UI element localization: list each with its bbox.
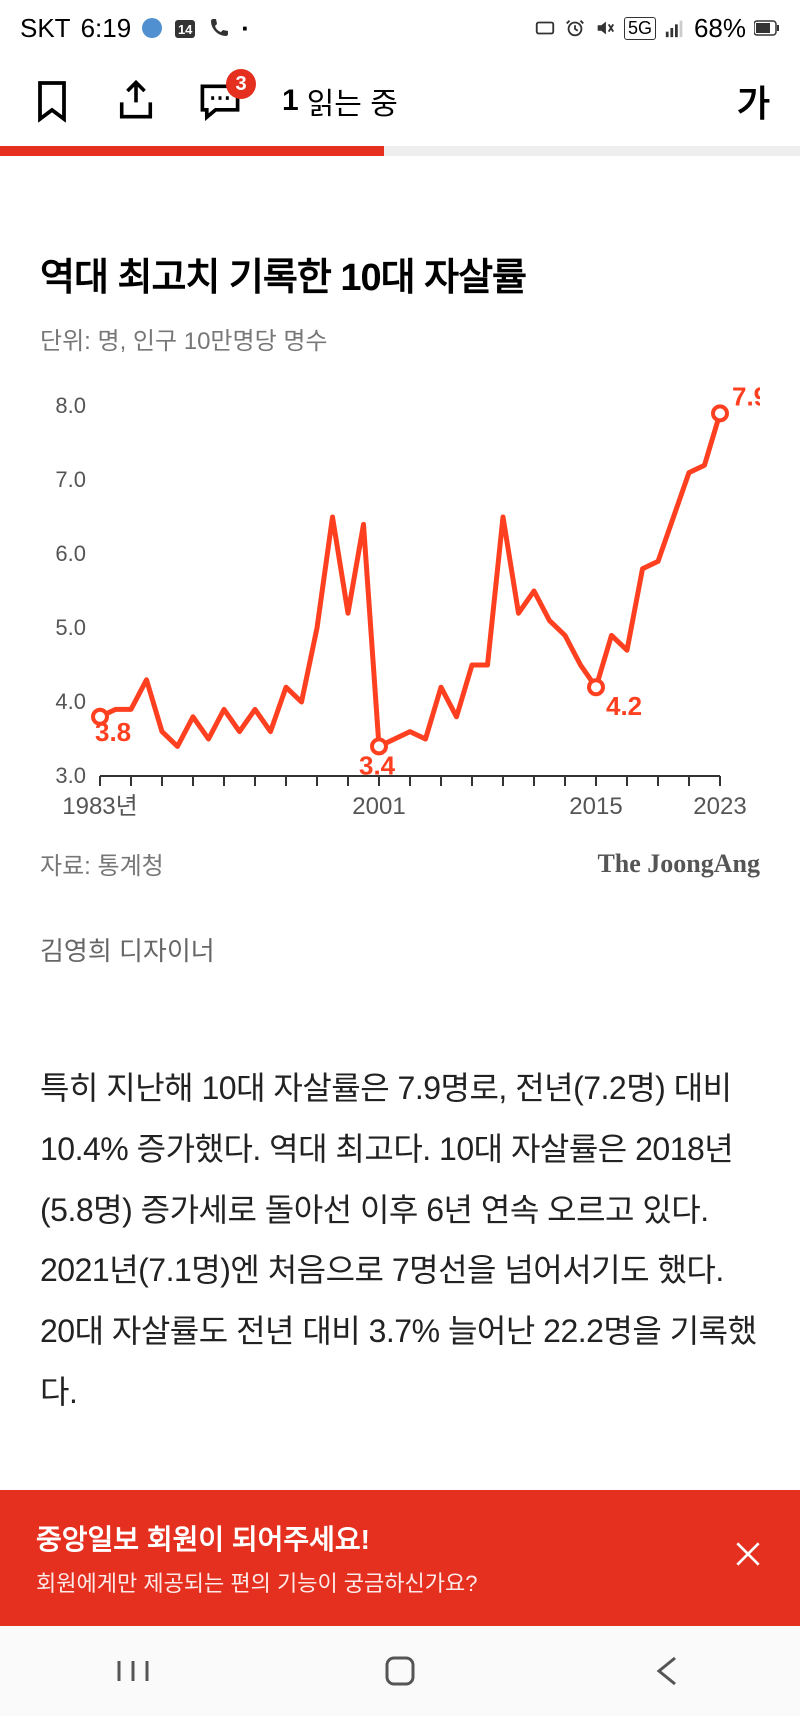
svg-text:5.0: 5.0	[55, 615, 86, 640]
status-bar: SKT 6:19 14 · 5G 68%	[0, 0, 800, 56]
comment-button[interactable]: 3	[198, 79, 242, 123]
banner-close-button[interactable]	[732, 1537, 764, 1579]
svg-text:8.0: 8.0	[55, 393, 86, 418]
banner-text: 중앙일보 회원이 되어주세요! 회원에게만 제공되는 편의 기능이 궁금하신가요…	[36, 1518, 478, 1598]
chart-source: 자료: 통계청	[40, 846, 164, 881]
calendar-badge: 14	[173, 22, 197, 37]
mute-icon	[594, 17, 616, 39]
chart-caption: 김영희 디자이너	[40, 931, 760, 968]
joongang-logo: The JoongAng	[597, 849, 760, 879]
chart-footer: 자료: 통계청 The JoongAng	[40, 846, 760, 881]
svg-text:3.0: 3.0	[55, 763, 86, 788]
card-icon	[534, 17, 556, 39]
battery-label: 68%	[694, 13, 746, 44]
svg-text:1983년: 1983년	[62, 793, 137, 820]
app-icon	[141, 17, 163, 39]
svg-text:2015: 2015	[569, 793, 622, 820]
signup-banner[interactable]: 중앙일보 회원이 되어주세요! 회원에게만 제공되는 편의 기능이 궁금하신가요…	[0, 1490, 800, 1626]
network-label: 5G	[624, 17, 656, 40]
reading-label: 읽는 중	[307, 79, 398, 123]
reading-progress-fill	[0, 146, 384, 156]
svg-text:2023: 2023	[693, 793, 746, 820]
calendar-icon: 14	[173, 16, 197, 40]
svg-text:2001: 2001	[352, 793, 405, 820]
font-size-button[interactable]: 가	[737, 75, 770, 127]
alarm-icon	[564, 17, 586, 39]
line-chart: 3.0 4.0 5.0 6.0 7.0 8.0 1983년 2001 2015 2023 3.8 3.…	[40, 386, 760, 826]
phone-icon	[207, 16, 231, 40]
svg-text:3.8: 3.8	[95, 717, 131, 747]
svg-text:7.9: 7.9	[732, 386, 760, 411]
chart-subtitle: 단위: 명, 인구 10만명당 명수	[40, 321, 760, 356]
reading-indicator: 1 읽는 중	[282, 79, 398, 123]
svg-text:7.0: 7.0	[55, 467, 86, 492]
signal-icon	[664, 17, 686, 39]
system-navbar	[0, 1626, 800, 1716]
status-right: 5G 68%	[534, 13, 780, 44]
carrier: SKT	[20, 13, 71, 44]
article-toolbar: 3 1 읽는 중 가	[0, 56, 800, 146]
comment-count-badge: 3	[226, 69, 256, 99]
battery-icon	[754, 20, 780, 36]
chart-area: 3.0 4.0 5.0 6.0 7.0 8.0 1983년 2001 2015 2023 3.8 3.…	[40, 386, 760, 826]
banner-subtitle: 회원에게만 제공되는 편의 기능이 궁금하신가요?	[36, 1566, 478, 1598]
svg-text:3.4: 3.4	[359, 750, 396, 780]
reading-count: 1	[282, 84, 299, 118]
share-button[interactable]	[114, 79, 158, 123]
recents-button[interactable]	[113, 1651, 153, 1691]
status-left: SKT 6:19 14 ·	[20, 13, 250, 44]
reading-progress	[0, 146, 800, 156]
chart-section: 역대 최고치 기록한 10대 자살률 단위: 명, 인구 10만명당 명수 3.…	[0, 156, 800, 998]
clock: 6:19	[81, 13, 132, 44]
bookmark-button[interactable]	[30, 79, 74, 123]
svg-text:6.0: 6.0	[55, 541, 86, 566]
svg-text:4.0: 4.0	[55, 689, 86, 714]
chart-title: 역대 최고치 기록한 10대 자살률	[40, 246, 760, 301]
home-button[interactable]	[380, 1651, 420, 1691]
article-body: 특히 지난해 10대 자살률은 7.9명로, 전년(7.2명) 대비 10.4%…	[0, 998, 800, 1463]
banner-title: 중앙일보 회원이 되어주세요!	[36, 1518, 478, 1558]
dot: ·	[241, 13, 250, 44]
back-button[interactable]	[647, 1651, 687, 1691]
svg-text:4.2: 4.2	[606, 691, 642, 721]
